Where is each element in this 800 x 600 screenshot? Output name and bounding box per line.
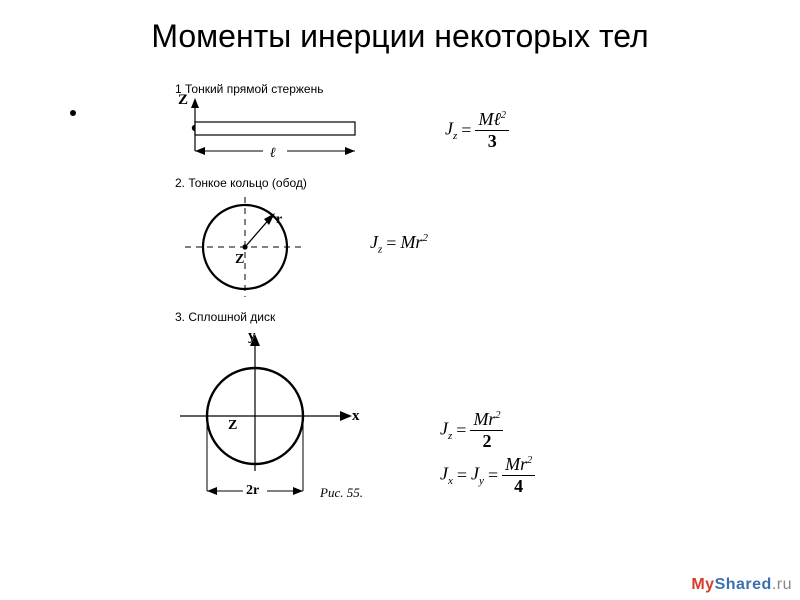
- f3a-J: J: [440, 419, 448, 439]
- disk-y-label: y: [248, 328, 256, 345]
- formula-disk-xy: Jx=Jy=Mr24: [440, 455, 535, 496]
- ring-r-label: r: [276, 212, 282, 228]
- logo-ru: .ru: [772, 576, 792, 593]
- formula-rod: Jz=Mℓ23: [445, 110, 509, 151]
- formula-ring: Jz=Mr2: [370, 232, 428, 256]
- ring-z-label: Z: [235, 252, 244, 268]
- bullet: [70, 110, 76, 116]
- f3b-num: Mr: [505, 454, 527, 474]
- disk-z-label: Z: [228, 418, 237, 434]
- caption-rod: 1 Тонкий прямой стержень: [175, 82, 323, 96]
- f1-numsup: 2: [501, 110, 506, 121]
- logo-my: My: [691, 576, 714, 593]
- f3a-den: 2: [470, 431, 503, 451]
- f2-rhs: Mr: [400, 232, 422, 252]
- f3b-J1: J: [440, 464, 448, 484]
- f3a-num: Mr: [473, 409, 495, 429]
- logo-shared: Shared: [715, 576, 772, 593]
- f1-num: Mℓ: [478, 109, 501, 129]
- rod-l-label: ℓ: [270, 146, 276, 162]
- caption-disk: 3. Сплошной диск: [175, 310, 275, 324]
- disk-2r-label: 2r: [246, 483, 259, 499]
- logo: MyShared.ru: [691, 576, 792, 594]
- page-title: Моменты инерции некоторых тел: [0, 18, 800, 55]
- f1-den: 3: [475, 131, 509, 151]
- f2-J: J: [370, 232, 378, 252]
- f3a-numsup: 2: [495, 410, 500, 421]
- rod-z-label: Z: [178, 92, 188, 109]
- caption-ring: 2. Тонкое кольцо (обод): [175, 176, 307, 190]
- f3b-numsup: 2: [527, 455, 532, 466]
- f3b-J2: J: [471, 464, 479, 484]
- f2-sup: 2: [422, 232, 428, 244]
- f3b-den: 4: [502, 476, 535, 496]
- disk-x-label: x: [352, 408, 360, 425]
- f1-J: J: [445, 119, 453, 139]
- figure-caption: Рис. 55.: [320, 485, 363, 501]
- formula-disk-z: Jz=Mr22: [440, 410, 503, 451]
- diagram-ring: [175, 192, 315, 302]
